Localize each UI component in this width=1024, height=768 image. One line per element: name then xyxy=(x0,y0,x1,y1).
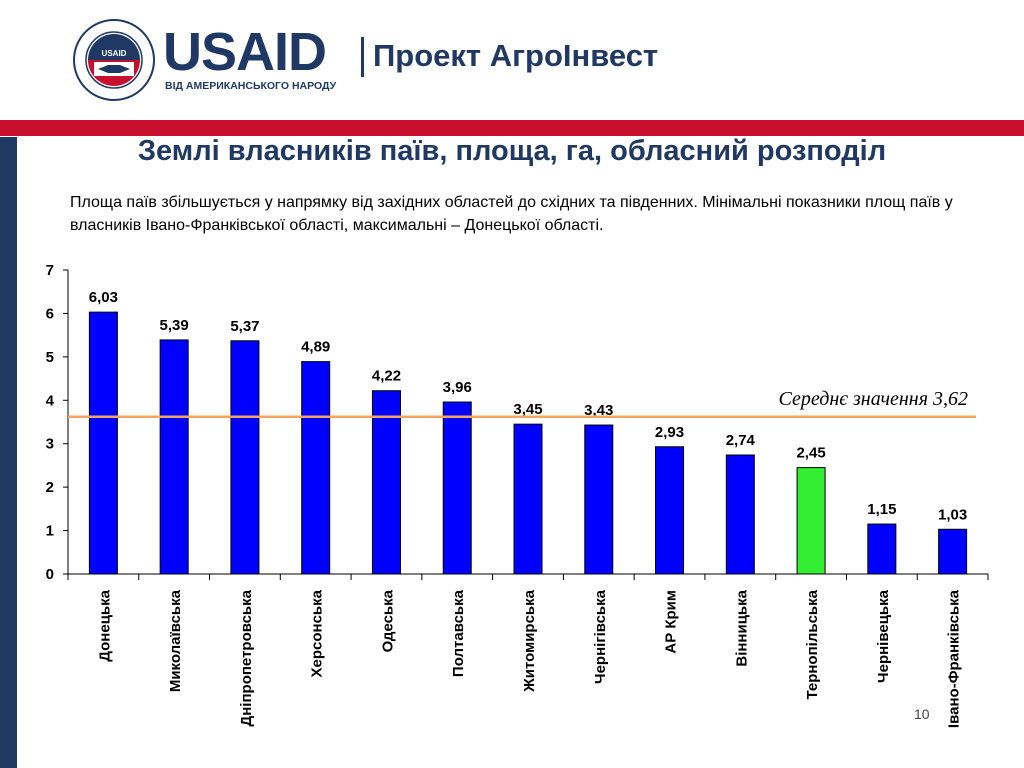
usaid-wordmark: USAID xyxy=(163,22,327,82)
y-tick-label: 5 xyxy=(46,349,54,366)
data-label: 6,03 xyxy=(89,289,118,306)
x-category-label: Миколаївська xyxy=(167,589,184,692)
x-category-label: Херсонська xyxy=(309,589,326,677)
y-tick-label: 4 xyxy=(46,392,55,409)
x-category-label: Дніпропетровська xyxy=(238,589,255,726)
y-tick-label: 1 xyxy=(46,523,54,540)
bar xyxy=(88,311,118,575)
bar xyxy=(301,361,331,575)
data-label: 1,15 xyxy=(867,501,896,518)
data-label: 3,96 xyxy=(443,379,472,396)
header-red-band xyxy=(0,120,1024,136)
bar xyxy=(159,339,189,575)
bar xyxy=(513,423,543,575)
data-label: 1,03 xyxy=(938,506,967,523)
x-category-label: Чернігівська xyxy=(592,589,609,684)
data-label: 2,93 xyxy=(655,424,684,441)
left-accent-bar xyxy=(0,137,17,768)
y-tick-label: 7 xyxy=(46,262,54,279)
bar xyxy=(655,446,685,575)
page-number: 10 xyxy=(914,706,930,722)
logo-separator xyxy=(361,37,364,77)
y-tick-label: 0 xyxy=(46,566,54,583)
x-category-label: Івано-Франківська xyxy=(946,589,963,728)
data-label: 5,37 xyxy=(230,318,259,335)
data-label: 3,45 xyxy=(513,401,542,418)
usaid-seal-logo: USAID xyxy=(73,19,155,101)
y-tick-label: 6 xyxy=(46,305,54,322)
usaid-wordmark-text: USAID xyxy=(163,22,327,82)
x-category-label: Житомирська xyxy=(521,589,538,692)
slide-subtitle: Площа паїв збільшується у напрямку від з… xyxy=(70,194,953,234)
bar xyxy=(442,401,472,575)
y-tick-label: 2 xyxy=(46,479,54,496)
data-label: 4,89 xyxy=(301,339,330,356)
x-category-label: АР Крим xyxy=(663,590,680,654)
average-label: Середнє значення 3,62 xyxy=(778,388,968,410)
bar xyxy=(230,340,260,575)
x-category-label: Полтавська xyxy=(450,589,467,677)
x-category-label: Чернівецька xyxy=(875,589,892,683)
seal-center-text: USAID xyxy=(102,49,127,58)
data-label: 2,45 xyxy=(796,445,825,462)
usaid-tagline: ВІД АМЕРИКАНСЬКОГО НАРОДУ xyxy=(165,80,337,92)
x-category-label: Донецька xyxy=(96,589,113,661)
project-name: Проект АгроІнвест xyxy=(373,38,659,73)
x-category-label: Вінницька xyxy=(733,589,750,666)
bar xyxy=(584,424,614,575)
bar xyxy=(725,454,755,575)
data-label: 5,39 xyxy=(160,317,189,334)
data-label: 3,43 xyxy=(584,402,613,419)
data-label: 4,22 xyxy=(372,368,401,385)
bar xyxy=(867,523,897,575)
bar xyxy=(796,467,826,575)
x-category-label: Одеська xyxy=(379,589,396,652)
data-label: 2,74 xyxy=(726,432,756,449)
x-category-label: Тернопільська xyxy=(804,589,821,699)
bar xyxy=(371,390,401,575)
slide-title: Землі власників паїв, площа, га, обласни… xyxy=(137,135,887,167)
y-tick-label: 3 xyxy=(46,436,54,453)
bar xyxy=(938,528,968,575)
